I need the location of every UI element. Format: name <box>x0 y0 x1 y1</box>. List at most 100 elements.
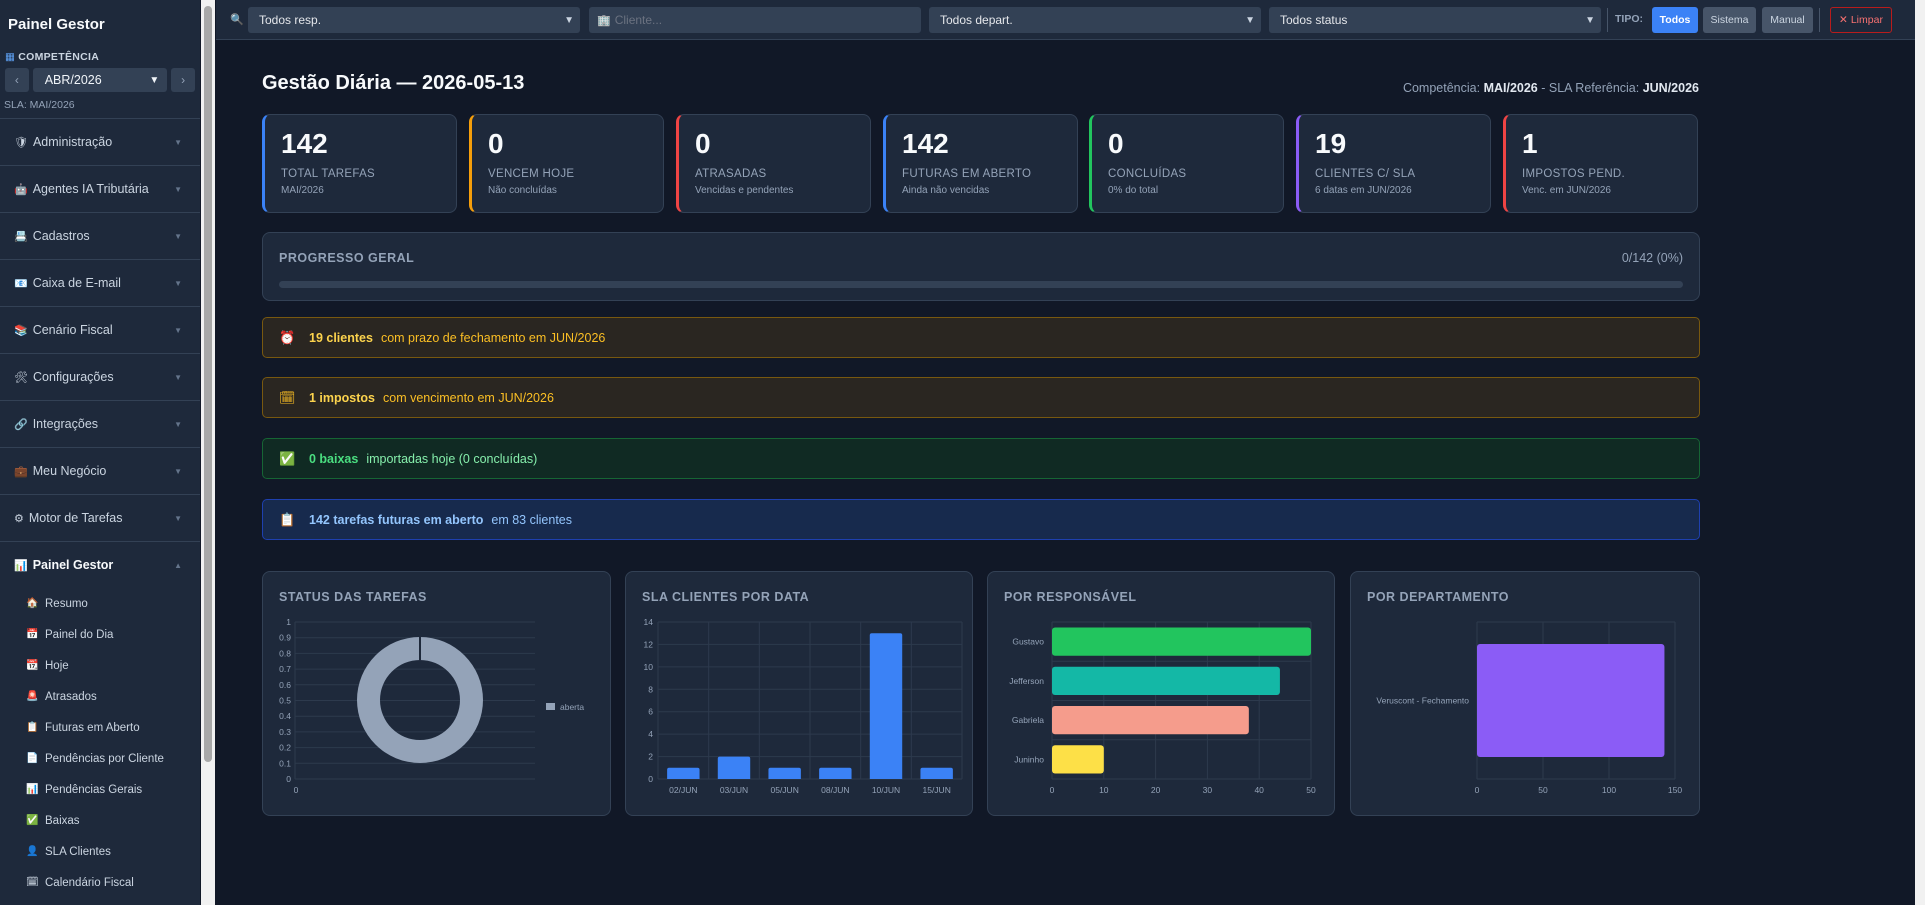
search-icon: 🔍 <box>230 14 244 26</box>
submenu-item[interactable]: 📋 Futuras em Aberto <box>0 712 200 743</box>
bar[interactable] <box>667 767 700 779</box>
submenu-item[interactable]: 📅 Painel do Dia <box>0 619 200 650</box>
responsavel-bar-chart: 0 10 20 30 40 50 Gustavo Jefferson Gabriela Junin… <box>1009 621 1316 795</box>
submenu-label: SLA Clientes <box>45 845 111 858</box>
tipo-sistema-button[interactable]: Sistema <box>1703 7 1756 33</box>
prev-month-button[interactable]: ‹ <box>5 68 29 92</box>
submenu-label: Pendências por Cliente <box>45 752 164 765</box>
y-tick-label: 0.1 <box>279 758 291 768</box>
y-tick-label: 8 <box>648 684 653 694</box>
competencia-select[interactable]: ABR/2026 ▼ <box>32 68 168 92</box>
departamento-select[interactable]: Todos depart. ▼ <box>929 7 1261 33</box>
chevron-up-icon: ▲ <box>174 560 182 570</box>
kpi-card: 142 TOTAL TAREFAS MAI/2026 <box>262 114 457 213</box>
kpi-value: 142 <box>281 128 328 159</box>
alert-banner[interactable]: 🗓 1 impostos com vencimento em JUN/2026 <box>262 377 1700 418</box>
submenu-label: Baixas <box>45 814 80 827</box>
sidebar-menu-agentes-ia-tributaria[interactable]: 🤖 Agentes IA Tributária ▼ <box>0 165 200 212</box>
bar[interactable] <box>1052 745 1104 774</box>
bar[interactable] <box>1052 705 1249 735</box>
next-month-button[interactable]: › <box>171 68 195 92</box>
sidebar-menu-cenario-fiscal[interactable]: 📚 Cenário Fiscal ▼ <box>0 306 200 353</box>
submenu-item[interactable]: 📊 Pendências Gerais <box>0 774 200 805</box>
submenu-item[interactable]: 📄 Pendências por Cliente <box>0 743 200 774</box>
bar[interactable] <box>1052 627 1311 656</box>
chevron-down-icon: ▼ <box>174 231 182 241</box>
kpi-subtext: 6 datas em JUN/2026 <box>1315 185 1412 196</box>
y-tick-label: 2 <box>648 752 653 762</box>
submenu-item[interactable]: 🚨 Atrasados <box>0 681 200 712</box>
submenu-icon: 📄 <box>26 753 39 764</box>
kpi-value: 1 <box>1522 128 1538 159</box>
submenu-item[interactable]: 🗓 Calendário Fiscal <box>0 867 200 898</box>
y-tick-label: 0.9 <box>279 633 291 643</box>
menu-item-content: 💼 Meu Negócio <box>14 464 106 478</box>
chevron-down-icon: ▼ <box>174 278 182 288</box>
bar[interactable] <box>1052 666 1280 696</box>
pie-slice[interactable] <box>357 637 483 763</box>
page-scrollbar[interactable] <box>1915 0 1925 905</box>
submenu-item[interactable]: 📆 Hoje <box>0 650 200 681</box>
submenu-item[interactable]: ✅ Baixas <box>0 805 200 836</box>
x-tick-label: 15/JUN <box>922 785 950 795</box>
status-select[interactable]: Todos status ▼ <box>1269 7 1601 33</box>
kpi-card: 0 ATRASADAS Vencidas e pendentes <box>676 114 871 213</box>
bar[interactable] <box>1477 643 1665 758</box>
chevron-down-icon: ▼ <box>1245 14 1255 26</box>
scrollbar-thumb[interactable] <box>204 6 212 762</box>
progress-track <box>279 281 1683 288</box>
sla-note: SLA: MAI/2026 <box>4 99 75 111</box>
sidebar-menu-caixa-de-e-mail[interactable]: 📧 Caixa de E-mail ▼ <box>0 259 200 306</box>
y-tick-label: 0.2 <box>279 743 291 753</box>
caixa-de-e-mail-icon: 📧 <box>14 277 28 290</box>
sidebar-menu-administracao[interactable]: 🛡 Administração ▼ <box>0 118 200 165</box>
kpi-card: 0 VENCEM HOJE Não concluídas <box>469 114 664 213</box>
kpi-label: TOTAL TAREFAS <box>281 168 376 180</box>
bar[interactable] <box>717 756 751 779</box>
y-tick-label: 0.6 <box>279 680 291 690</box>
sidebar-menu-cadastros[interactable]: 📇 Cadastros ▼ <box>0 212 200 259</box>
submenu-icon: 🗓 <box>26 877 39 888</box>
x-tick-label: 03/JUN <box>720 785 748 795</box>
y-tick-label: Jefferson <box>1009 676 1044 686</box>
bar[interactable] <box>768 767 801 779</box>
submenu-item[interactable]: 🏠 Resumo <box>0 588 200 619</box>
cliente-search-input[interactable]: 🏢 Cliente... <box>589 7 921 33</box>
x-tick-label: 20 <box>1151 785 1161 795</box>
tipo-todos-button[interactable]: Todos <box>1652 7 1698 33</box>
chart-por-responsavel: POR RESPONSÁVEL 0 10 20 30 40 50 Gustavo Jeffer… <box>987 571 1335 816</box>
bar[interactable] <box>819 767 852 779</box>
limpar-button[interactable]: ✕ Limpar <box>1830 7 1892 33</box>
chart-sla-clientes: SLA CLIENTES POR DATA 0 2 4 6 8 10 12 14 02/JUN 0… <box>625 571 973 816</box>
chart-por-departamento: POR DEPARTAMENTO 0 50 100 150 Veruscont - Fe… <box>1350 571 1700 816</box>
menu-item-label: Painel Gestor <box>32 558 114 572</box>
alert-banner[interactable]: ✅ 0 baixas importadas hoje (0 concluídas) <box>262 438 1700 479</box>
sidebar-scrollbar[interactable] <box>201 0 215 905</box>
bar[interactable] <box>869 633 903 779</box>
bar[interactable] <box>920 767 953 779</box>
sidebar-menu-integracoes[interactable]: 🔗 Integrações ▼ <box>0 400 200 447</box>
x-tick-label: 0 <box>1475 785 1480 795</box>
sidebar-menu-motor-de-tarefas[interactable]: ⚙ Motor de Tarefas ▼ <box>0 494 200 541</box>
tipo-manual-button[interactable]: Manual <box>1762 7 1813 33</box>
chart-title: POR RESPONSÁVEL <box>1004 590 1137 604</box>
sidebar-menu: 🛡 Administração ▼ 🤖 Agentes IA Tributária ▼ 📇 C… <box>0 118 200 898</box>
sidebar-menu-painel-gestor[interactable]: 📊 Painel Gestor ▲ <box>0 541 200 588</box>
motor-de-tarefas-icon: ⚙ <box>14 512 24 525</box>
alert-banner[interactable]: ⏰ 19 clientes com prazo de fechamento em J… <box>262 317 1700 358</box>
banner-highlight: 0 baixas <box>309 451 359 466</box>
x-tick-label: 40 <box>1254 785 1264 795</box>
chevron-down-icon: ▼ <box>149 74 160 86</box>
responsavel-select[interactable]: Todos resp. ▼ <box>248 7 580 33</box>
menu-item-content: 🛠 Configurações <box>14 370 114 384</box>
banner-text: com vencimento em JUN/2026 <box>383 390 554 405</box>
submenu-item[interactable]: 👤 SLA Clientes <box>0 836 200 867</box>
divider <box>1607 8 1608 32</box>
x-tick-label: 0 <box>294 785 299 795</box>
chart-title: SLA CLIENTES POR DATA <box>642 590 810 604</box>
alert-banner[interactable]: 📋 142 tarefas futuras em aberto em 83 clie… <box>262 499 1700 540</box>
kpi-value: 0 <box>488 128 504 159</box>
menu-item-content: 🛡 Administração <box>14 135 112 149</box>
sidebar-menu-configuracoes[interactable]: 🛠 Configurações ▼ <box>0 353 200 400</box>
sidebar-menu-meu-negocio[interactable]: 💼 Meu Negócio ▼ <box>0 447 200 494</box>
